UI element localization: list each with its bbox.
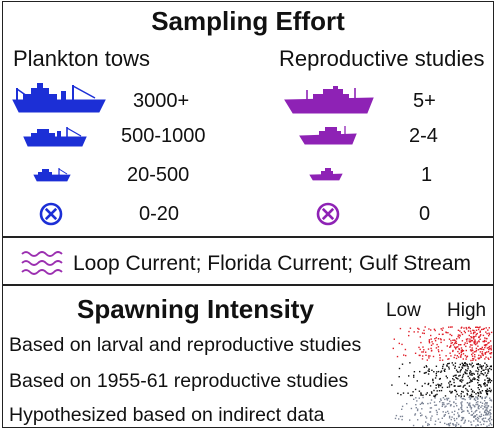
plankton-circled-x-svg xyxy=(39,202,63,226)
wavy-lines-icon xyxy=(21,249,67,277)
circled-x-icon xyxy=(39,202,63,226)
large-research-vessel-icon xyxy=(283,86,375,116)
spawn-row-larval-label: Based on larval and reproductive studies xyxy=(9,334,362,356)
repro-row-2-label: 2-4 xyxy=(409,125,438,147)
stipple-black-svg xyxy=(391,362,493,398)
plankton-row-1-label: 3000+ xyxy=(133,90,190,112)
plankton-tows-heading: Plankton tows xyxy=(13,46,150,71)
spawn-row-hypothesized-label: Hypothesized based on indirect data xyxy=(9,404,325,426)
section-divider-bottom xyxy=(3,284,493,286)
repro-row-3-label: 1 xyxy=(421,164,433,186)
scale-low-label: Low xyxy=(386,300,421,321)
stipple-red-svg xyxy=(392,326,493,362)
plankton-row-3-label: 20-500 xyxy=(127,164,190,186)
reproductive-studies-heading: Reproductive studies xyxy=(279,46,485,71)
repro-row-4-label: 0 xyxy=(419,203,431,225)
currents-label: Loop Current; Florida Current; Gulf Stre… xyxy=(73,252,471,275)
stipple-gray-svg xyxy=(394,396,493,428)
medium-research-vessel-icon xyxy=(299,126,357,146)
plankton-row-2-label: 500-1000 xyxy=(121,125,206,147)
small-research-vessel-icon xyxy=(309,168,343,181)
repro-ship-small-svg xyxy=(309,168,343,181)
stipple-gradient-red xyxy=(391,326,493,362)
plankton-row-4-label: 0-20 xyxy=(139,203,180,225)
spawn-row-1955-label: Based on 1955-61 reproductive studies xyxy=(9,370,349,392)
repro-ship-medium-svg xyxy=(299,126,357,145)
stipple-gradient-gray xyxy=(391,396,493,428)
spawning-intensity-title: Spawning Intensity xyxy=(77,294,314,324)
current-wave-svg xyxy=(21,251,63,275)
repro-row-1-label: 5+ xyxy=(413,90,436,112)
plankton-ship-large-svg xyxy=(12,83,106,113)
medium-research-vessel-icon xyxy=(23,126,87,148)
large-research-vessel-icon xyxy=(11,82,107,116)
repro-circled-x-svg xyxy=(316,202,340,226)
scale-high-label: High xyxy=(447,300,487,321)
section-divider-top xyxy=(3,236,493,238)
small-research-vessel-icon xyxy=(33,168,71,182)
stipple-gradient-black xyxy=(391,362,493,398)
sampling-effort-title: Sampling Effort xyxy=(151,6,345,36)
circled-x-icon xyxy=(316,202,340,226)
repro-ship-large-svg xyxy=(284,86,374,114)
plankton-ship-small-svg xyxy=(33,168,71,182)
plankton-ship-medium-svg xyxy=(23,127,87,147)
